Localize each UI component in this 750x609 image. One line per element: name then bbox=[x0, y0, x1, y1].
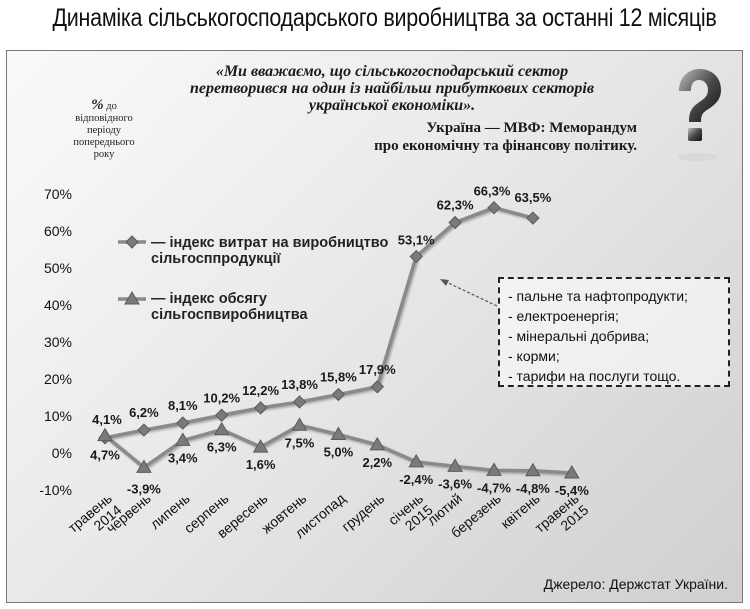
quote-source-line2: про економічну та фінансову політику. bbox=[374, 138, 637, 154]
cost-factor-item: - корми; bbox=[508, 348, 560, 364]
cost-factor-item: - мінеральні добрива; bbox=[508, 328, 650, 344]
data-label: 63,5% bbox=[514, 190, 551, 205]
volume-point-marker bbox=[563, 464, 580, 479]
data-label: 15,8% bbox=[320, 370, 357, 385]
y-tick-label: 0% bbox=[52, 445, 72, 461]
costs-point-marker bbox=[487, 200, 501, 215]
y-axis-title-text: до відповідного періоду попереднього рок… bbox=[73, 101, 135, 160]
volume-point-marker bbox=[174, 432, 191, 446]
note-arrow bbox=[441, 279, 498, 307]
volume-point-marker bbox=[486, 462, 502, 476]
cost-factors-note: - пальне та нафтопродукти; - електроенер… bbox=[498, 277, 730, 387]
y-tick-label: -10% bbox=[39, 482, 72, 498]
volume-point-marker bbox=[213, 421, 230, 436]
volume-point-marker bbox=[136, 459, 152, 473]
data-label: -5,4% bbox=[555, 483, 589, 498]
data-label: -3,6% bbox=[438, 476, 472, 491]
data-label: 17,9% bbox=[359, 362, 396, 377]
data-label: 3,4% bbox=[168, 450, 198, 465]
volume-point-marker bbox=[252, 439, 269, 453]
quote-source: Україна — МВФ: Меморандум про економічну… bbox=[337, 119, 637, 155]
legend-label-costs: — індекс витрат на виробництво сільгоспп… bbox=[151, 235, 389, 267]
y-tick-label: 10% bbox=[44, 408, 72, 424]
volume-point-marker bbox=[525, 462, 541, 477]
y-tick-label: 30% bbox=[44, 334, 72, 350]
data-label: 8,1% bbox=[168, 398, 198, 413]
page-title: Динаміка сільськогосподарського виробниц… bbox=[52, 4, 717, 32]
data-label: 6,2% bbox=[129, 405, 159, 420]
y-tick-label: 40% bbox=[44, 297, 72, 313]
data-label: 13,8% bbox=[281, 377, 318, 392]
data-label: -3,9% bbox=[127, 481, 161, 496]
note-arrow-head bbox=[440, 279, 449, 286]
costs-point-marker bbox=[409, 249, 423, 264]
y-tick-label: 20% bbox=[44, 371, 72, 387]
legend-markers bbox=[118, 235, 146, 305]
data-label: 1,6% bbox=[246, 457, 276, 472]
data-label: 5,0% bbox=[324, 445, 354, 460]
volume-point-marker bbox=[97, 427, 113, 442]
y-axis-symbol: % bbox=[91, 97, 104, 113]
data-label: 6,3% bbox=[207, 440, 237, 455]
costs-point-marker bbox=[214, 408, 229, 422]
data-label: 53,1% bbox=[398, 233, 435, 248]
cost-factor-item: - пальне та нафтопродукти; bbox=[508, 288, 688, 304]
data-label: 4,7% bbox=[90, 448, 120, 463]
question-mark-icon bbox=[677, 69, 721, 161]
cost-factor-item: - тарифи на послуги тощо. bbox=[508, 368, 681, 384]
volume-point-marker bbox=[408, 453, 425, 468]
volume-point-marker bbox=[330, 426, 347, 440]
x-tick-label: грудень bbox=[338, 490, 387, 535]
x-tick-label-line: грудень bbox=[338, 490, 387, 535]
y-axis-title: % до відповідного періоду попереднього р… bbox=[65, 97, 143, 161]
data-label: -4,7% bbox=[477, 480, 511, 495]
data-label: 7,5% bbox=[285, 435, 315, 450]
costs-point-marker bbox=[370, 380, 385, 394]
legend-marker-volume bbox=[124, 291, 140, 305]
legend-marker-costs bbox=[125, 235, 139, 249]
costs-point-marker bbox=[137, 423, 151, 437]
chart-panel: «Ми вважаємо, що сільськогосподарський с… bbox=[6, 50, 743, 603]
data-label: 2,2% bbox=[362, 455, 392, 470]
costs-series-line bbox=[104, 205, 534, 440]
data-label: 62,3% bbox=[437, 197, 474, 212]
volume-point-marker bbox=[369, 436, 386, 451]
x-axis: травень2014червеньлипеньсерпеньвересеньж… bbox=[65, 490, 592, 541]
data-source: Джерело: Держстат України. bbox=[543, 576, 728, 592]
quote-text: «Ми вважаємо, що сільськогосподарський с… bbox=[190, 63, 594, 114]
costs-point-marker bbox=[176, 416, 190, 430]
data-label: 66,3% bbox=[474, 184, 511, 199]
costs-point-marker bbox=[526, 211, 540, 225]
data-label: 12,2% bbox=[242, 383, 279, 398]
y-tick-label: 50% bbox=[44, 260, 72, 276]
costs-point-marker bbox=[253, 401, 268, 415]
y-axis: 70% 60% 50% 40% 30% 20% 10% 0% -10% bbox=[39, 186, 72, 498]
y-tick-label: 70% bbox=[44, 186, 72, 202]
series-layer: 4,1% 6,2% 8,1% 10,2% 12,2% 13,8% 15,8%17,9% 53,… bbox=[90, 184, 589, 498]
costs-point-marker bbox=[292, 395, 307, 409]
costs-point-marker bbox=[331, 387, 346, 402]
data-label: -2,4% bbox=[399, 472, 433, 487]
legend-label-volume: — індекс обсягу сільгоспвиробництва bbox=[151, 291, 308, 323]
cost-factor-item: - електроенергія; bbox=[508, 308, 619, 324]
costs-point-marker bbox=[448, 215, 462, 230]
y-tick-label: 60% bbox=[44, 223, 72, 239]
volume-point-marker bbox=[291, 417, 308, 431]
data-label: 10,2% bbox=[203, 390, 240, 405]
data-label: -4,8% bbox=[516, 481, 550, 496]
quote-source-line1: Україна — МВФ: Меморандум bbox=[426, 120, 637, 136]
volume-point-marker bbox=[447, 458, 463, 472]
data-label: 4,1% bbox=[92, 412, 122, 427]
